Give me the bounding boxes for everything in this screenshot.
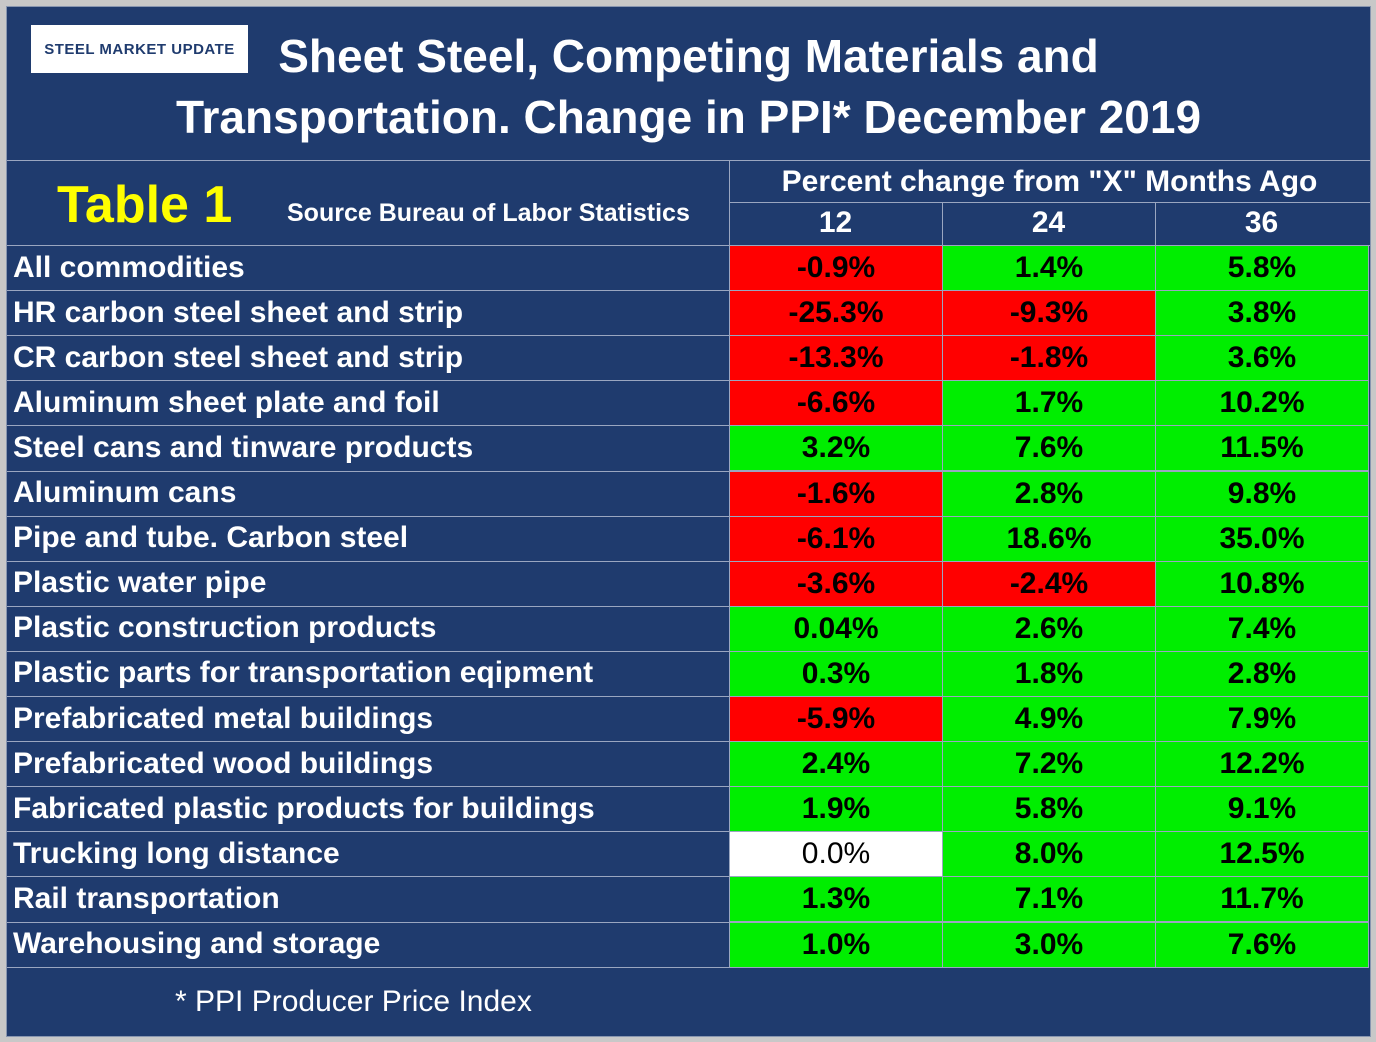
logo: STEEL MARKET UPDATE xyxy=(31,25,248,73)
value-cell: 3.6% xyxy=(1155,335,1369,382)
value-cell: 2.6% xyxy=(942,605,1156,652)
row-label: Aluminum sheet plate and foil xyxy=(13,385,440,419)
value-cell: -1.6% xyxy=(729,470,943,517)
value-cell: 3.2% xyxy=(729,425,943,472)
value-cell: -2.4% xyxy=(942,560,1156,607)
value-cell: 12.5% xyxy=(1155,831,1369,878)
value-cell: -6.1% xyxy=(729,515,943,562)
value-cell: 2.4% xyxy=(729,741,943,788)
table-label: Table 1 xyxy=(57,176,233,234)
value-cell: 1.3% xyxy=(729,876,943,923)
divider xyxy=(7,650,729,652)
row-label: Warehousing and storage xyxy=(13,927,381,961)
value-cell: 3.0% xyxy=(942,921,1156,968)
value-cell: 7.6% xyxy=(942,425,1156,472)
value-cell: 1.4% xyxy=(942,245,1156,292)
source: Source Bureau of Labor Statistics xyxy=(287,199,690,227)
value-cell: -9.3% xyxy=(942,290,1156,337)
footnote: * PPI Producer Price Index xyxy=(175,985,532,1018)
divider xyxy=(7,160,1370,161)
divider xyxy=(7,425,729,427)
divider xyxy=(7,831,729,833)
value-cell: 9.1% xyxy=(1155,786,1369,833)
value-cell: 1.9% xyxy=(729,786,943,833)
divider xyxy=(7,741,729,743)
value-cell: 7.6% xyxy=(1155,921,1369,968)
value-cell: 1.0% xyxy=(729,921,943,968)
value-cell: 2.8% xyxy=(1155,650,1369,697)
value-cell: 7.1% xyxy=(942,876,1156,923)
value-cell: 18.6% xyxy=(942,515,1156,562)
divider xyxy=(7,245,1370,246)
value-cell: 9.8% xyxy=(1155,470,1369,517)
row-label: Prefabricated metal buildings xyxy=(13,701,434,735)
divider xyxy=(7,560,729,562)
divider xyxy=(942,203,943,245)
divider xyxy=(7,380,729,382)
title-line: Transportation. Change in PPI* December … xyxy=(175,91,1202,143)
value-cell: -3.6% xyxy=(729,560,943,607)
divider xyxy=(7,786,729,788)
value-cell: 10.2% xyxy=(1155,380,1369,427)
row-label: Plastic construction products xyxy=(13,611,437,645)
value-cell: 35.0% xyxy=(1155,515,1369,562)
value-cell: 11.7% xyxy=(1155,876,1369,923)
row-label: Pipe and tube. Carbon steel xyxy=(13,521,409,555)
divider xyxy=(7,335,729,337)
row-label: Trucking long distance xyxy=(13,836,340,870)
row-label: Fabricated plastic products for building… xyxy=(13,791,595,825)
row-label: HR carbon steel sheet and strip xyxy=(13,295,464,329)
divider xyxy=(1155,203,1156,245)
column-header: 36 xyxy=(1244,206,1279,239)
divider xyxy=(7,696,729,697)
value-cell: 1.8% xyxy=(942,650,1156,697)
row-label: Aluminum cans xyxy=(13,476,237,510)
title-line: Sheet Steel, Competing Materials and xyxy=(278,30,1099,82)
divider xyxy=(7,921,729,923)
value-cell: 7.4% xyxy=(1155,605,1369,652)
divider xyxy=(7,470,729,472)
table-page: STEEL MARKET UPDATE Sheet Steel, Competi… xyxy=(6,6,1371,1037)
value-cell: 1.7% xyxy=(942,380,1156,427)
value-cell: 7.9% xyxy=(1155,696,1369,743)
value-cell: 8.0% xyxy=(942,831,1156,878)
value-cell: 2.8% xyxy=(942,470,1156,517)
value-cell: 4.9% xyxy=(942,696,1156,743)
value-cell: -5.9% xyxy=(729,696,943,743)
column-group: Percent change from "X" Months Ago xyxy=(781,165,1318,198)
value-cell: 10.8% xyxy=(1155,560,1369,607)
row-label: Steel cans and tinware products xyxy=(13,430,474,464)
divider xyxy=(7,966,729,968)
divider xyxy=(7,290,729,292)
divider xyxy=(7,876,729,878)
value-cell: 3.8% xyxy=(1155,290,1369,337)
row-label: All commodities xyxy=(13,250,245,284)
value-cell: -13.3% xyxy=(729,335,943,382)
value-cell: -0.9% xyxy=(729,245,943,292)
value-cell: 11.5% xyxy=(1155,425,1369,472)
value-cell: 7.2% xyxy=(942,741,1156,788)
row-label: CR carbon steel sheet and strip xyxy=(13,340,464,374)
row-label: Plastic parts for transportation eqipmen… xyxy=(13,656,594,690)
value-cell: 5.8% xyxy=(942,786,1156,833)
value-cell: -25.3% xyxy=(729,290,943,337)
row-label: Prefabricated wood buildings xyxy=(13,746,434,780)
value-cell: 0.0% xyxy=(729,831,943,878)
column-header: 12 xyxy=(818,206,853,239)
value-cell: -6.6% xyxy=(729,380,943,427)
divider xyxy=(7,515,729,517)
value-cell: 12.2% xyxy=(1155,741,1369,788)
divider xyxy=(7,605,729,607)
value-cell: 0.04% xyxy=(729,605,943,652)
value-cell: 5.8% xyxy=(1155,245,1369,292)
value-cell: -1.8% xyxy=(942,335,1156,382)
divider xyxy=(729,202,1370,203)
value-cell: 0.3% xyxy=(729,650,943,697)
row-label: Plastic water pipe xyxy=(13,566,267,600)
column-header: 24 xyxy=(1031,206,1066,239)
row-label: Rail transportation xyxy=(13,881,280,915)
